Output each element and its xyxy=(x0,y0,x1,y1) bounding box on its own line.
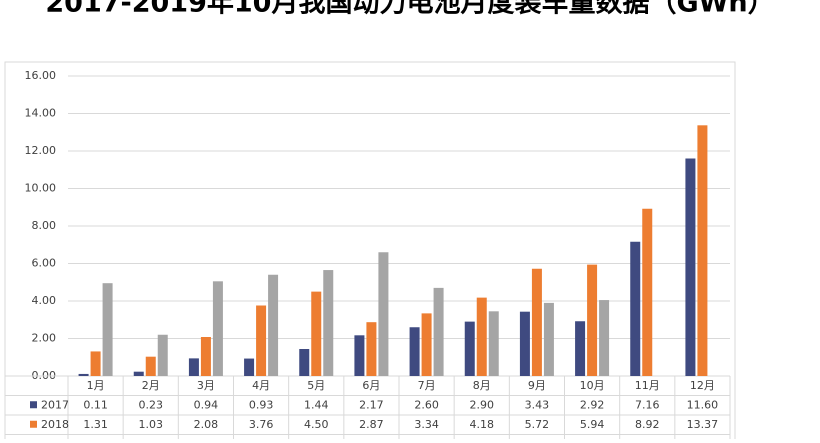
y-tick-label: 16.00 xyxy=(25,69,57,82)
bar xyxy=(630,241,641,376)
table-value: 2.90 xyxy=(470,398,495,411)
table-value: 0.11 xyxy=(83,398,108,411)
bar xyxy=(587,264,598,376)
table-value: 13.37 xyxy=(687,418,719,431)
legend-label: 2018 xyxy=(41,418,69,431)
bar xyxy=(519,311,530,376)
bar xyxy=(145,356,156,376)
chart-frame xyxy=(4,61,736,443)
bar xyxy=(133,371,144,376)
bar xyxy=(599,300,610,376)
bar xyxy=(421,313,432,376)
bar xyxy=(157,334,168,376)
legend-swatch xyxy=(30,420,37,428)
table-value: 3.34 xyxy=(414,418,439,431)
bar xyxy=(256,305,267,376)
bar xyxy=(409,327,420,376)
y-tick-label: 8.00 xyxy=(32,219,57,232)
table-value: 1.31 xyxy=(83,418,108,431)
bar xyxy=(433,287,444,376)
x-tick-label: 8月 xyxy=(473,379,491,392)
bar xyxy=(268,274,279,376)
table-value: 2.08 xyxy=(194,418,219,431)
table-value: 1.44 xyxy=(304,398,329,411)
x-tick-label: 10月 xyxy=(580,379,605,392)
x-tick-label: 3月 xyxy=(197,379,215,392)
table-value: 4.18 xyxy=(470,418,495,431)
table-value: 2.60 xyxy=(414,398,439,411)
bar xyxy=(697,125,708,376)
table-value: 5.72 xyxy=(525,418,550,431)
legend-label: 2017 xyxy=(41,398,69,411)
y-tick-label: 2.00 xyxy=(32,332,57,345)
bar xyxy=(244,358,255,376)
x-tick-label: 2月 xyxy=(142,379,160,392)
bar xyxy=(102,283,113,376)
chart-title: 2017-2019年10月我国动力电池月度装车量数据（GWh） xyxy=(45,0,774,19)
x-tick-label: 4月 xyxy=(252,379,270,392)
y-tick-label: 4.00 xyxy=(32,294,57,307)
bar xyxy=(575,321,586,376)
table-value: 0.93 xyxy=(249,398,274,411)
bar xyxy=(188,358,199,376)
bar xyxy=(488,311,499,376)
y-tick-label: 6.00 xyxy=(32,257,57,270)
bar xyxy=(531,268,542,376)
bar xyxy=(323,270,334,376)
table-value: 0.23 xyxy=(139,398,164,411)
bar xyxy=(543,302,554,376)
table-value: 0.94 xyxy=(194,398,219,411)
x-tick-label: 11月 xyxy=(635,379,660,392)
bar xyxy=(685,158,696,376)
bar xyxy=(212,281,223,376)
y-tick-label: 10.00 xyxy=(25,182,57,195)
y-tick-label: 14.00 xyxy=(25,107,57,120)
bar xyxy=(311,291,322,376)
x-tick-label: 1月 xyxy=(87,379,105,392)
bar xyxy=(299,349,310,376)
bar xyxy=(476,297,487,376)
table-value: 2.92 xyxy=(580,398,605,411)
bar xyxy=(90,351,101,376)
table-value: 7.16 xyxy=(635,398,660,411)
table-value: 2.87 xyxy=(359,418,384,431)
table-value: 4.50 xyxy=(304,418,329,431)
bar xyxy=(366,322,377,376)
bar xyxy=(378,252,389,376)
bar xyxy=(78,373,89,376)
table-value: 8.92 xyxy=(635,418,660,431)
x-tick-label: 7月 xyxy=(418,379,436,392)
x-tick-label: 9月 xyxy=(528,379,546,392)
bar xyxy=(354,335,365,376)
table-value: 5.94 xyxy=(580,418,605,431)
x-tick-label: 12月 xyxy=(690,379,715,392)
table-value: 1.03 xyxy=(139,418,164,431)
table-value: 2.17 xyxy=(359,398,384,411)
table-value: 3.43 xyxy=(525,398,550,411)
bar xyxy=(200,337,211,376)
y-tick-label: 12.00 xyxy=(25,144,57,157)
legend-swatch xyxy=(30,401,37,409)
x-tick-label: 5月 xyxy=(307,379,325,392)
bar xyxy=(642,208,653,376)
table-value: 3.76 xyxy=(249,418,274,431)
table-value: 11.60 xyxy=(687,398,719,411)
bar xyxy=(464,321,475,376)
x-tick-label: 6月 xyxy=(362,379,380,392)
